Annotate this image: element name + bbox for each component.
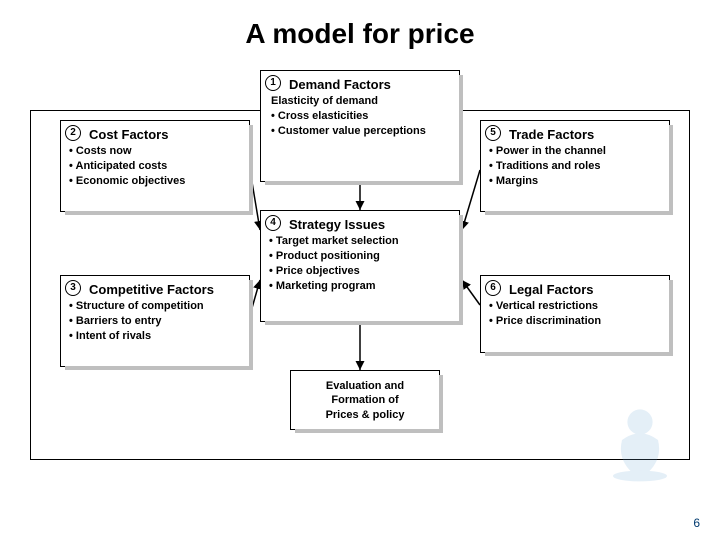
bullet: Economic objectives — [69, 174, 241, 189]
num-badge: 3 — [65, 280, 81, 296]
page-number: 6 — [693, 516, 700, 530]
box-title: Cost Factors — [89, 127, 241, 142]
box-title: Strategy Issues — [289, 217, 451, 232]
box-legal: 6 Legal Factors Vertical restrictions Pr… — [480, 275, 670, 353]
bullet: Barriers to entry — [69, 314, 241, 329]
bullet: Traditions and roles — [489, 159, 661, 174]
box-cost: 2 Cost Factors Costs now Anticipated cos… — [60, 120, 250, 212]
bullet: Marketing program — [269, 279, 451, 294]
diagram-canvas: 1 Demand Factors Elasticity of demand Cr… — [30, 70, 690, 480]
bullet: Structure of competition — [69, 299, 241, 314]
box-title: Trade Factors — [509, 127, 661, 142]
box-evaluation: Evaluation and Formation of Prices & pol… — [290, 370, 440, 430]
num-badge: 2 — [65, 125, 81, 141]
bullet: Customer value perceptions — [271, 124, 451, 139]
box-demand: 1 Demand Factors Elasticity of demand Cr… — [260, 70, 460, 182]
bullet: Price objectives — [269, 264, 451, 279]
eval-line: Prices & policy — [295, 408, 435, 422]
bullet: Intent of rivals — [69, 329, 241, 344]
box-competitive: 3 Competitive Factors Structure of compe… — [60, 275, 250, 367]
bullet: Target market selection — [269, 234, 451, 249]
box-title: Legal Factors — [509, 282, 661, 297]
page-title: A model for price — [0, 0, 720, 50]
watermark-icon — [595, 395, 685, 485]
num-badge: 1 — [265, 75, 281, 91]
box-trade: 5 Trade Factors Power in the channel Tra… — [480, 120, 670, 212]
bullet: Margins — [489, 174, 661, 189]
bullet: Product positioning — [269, 249, 451, 264]
num-badge: 5 — [485, 125, 501, 141]
num-badge: 6 — [485, 280, 501, 296]
num-badge: 4 — [265, 215, 281, 231]
bullet: Power in the channel — [489, 144, 661, 159]
box-title: Demand Factors — [289, 77, 451, 92]
box-title: Competitive Factors — [89, 282, 241, 297]
bullet: Cross elasticities — [271, 109, 451, 124]
bullet: Anticipated costs — [69, 159, 241, 174]
eval-line: Evaluation and — [295, 379, 435, 393]
box-strategy: 4 Strategy Issues Target market selectio… — [260, 210, 460, 322]
eval-line: Formation of — [295, 393, 435, 407]
subtitle: Elasticity of demand — [271, 94, 451, 109]
bullet: Costs now — [69, 144, 241, 159]
bullet: Price discrimination — [489, 314, 661, 329]
bullet: Vertical restrictions — [489, 299, 661, 314]
